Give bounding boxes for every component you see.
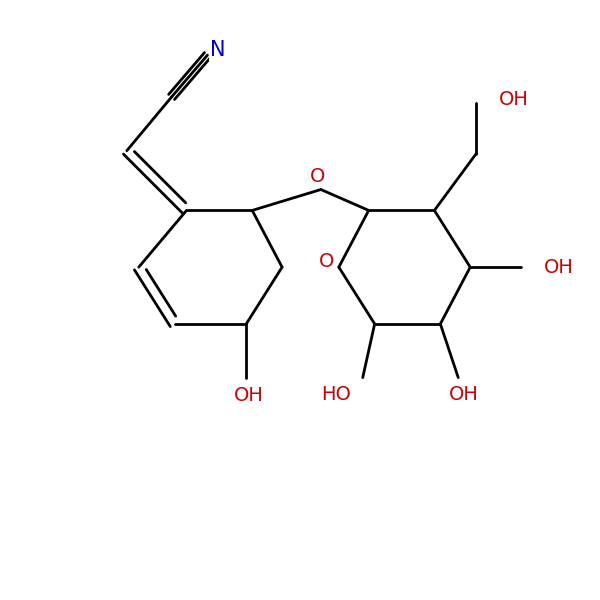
Text: N: N <box>211 40 226 61</box>
Text: HO: HO <box>321 385 351 404</box>
Text: OH: OH <box>544 257 574 277</box>
Text: OH: OH <box>234 386 264 405</box>
Text: O: O <box>310 167 326 186</box>
Text: OH: OH <box>499 91 529 109</box>
Text: OH: OH <box>449 385 479 404</box>
Text: O: O <box>319 251 335 271</box>
